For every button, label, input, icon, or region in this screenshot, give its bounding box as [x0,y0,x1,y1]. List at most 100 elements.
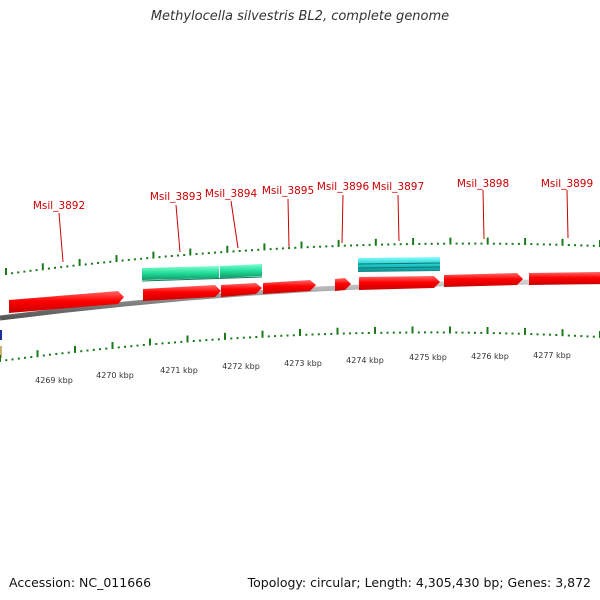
minor-tick [505,332,508,335]
minor-tick [124,345,126,348]
major-tick [74,345,76,353]
minor-tick [242,336,245,339]
gene-arrow [359,276,440,290]
major-tick [374,238,377,246]
major-tick [486,237,489,245]
minor-tick [183,254,186,256]
major-tick [152,251,155,259]
minor-tick [592,244,595,247]
minor-tick [236,337,239,340]
gene-label-msil-3896: Msil_3896 [317,181,370,193]
major-tick [561,329,564,337]
minor-tick [331,245,334,248]
gene-leader-lines [58,189,569,263]
minor-tick [517,332,520,335]
gene-arrow [9,291,124,313]
lower-tick-track [0,326,600,362]
major-tick [299,329,301,336]
scale-label-4272: 4272 kbp [222,362,260,371]
minor-tick [286,334,289,337]
major-tick [263,243,266,251]
minor-tick [517,242,520,245]
minor-tick [480,331,483,334]
minor-tick [536,333,539,336]
minor-tick [349,332,351,335]
minor-tick [109,260,112,263]
minor-tick [55,353,58,355]
minor-tick [424,331,426,334]
minor-tick [267,335,270,338]
minor-tick [205,339,208,342]
minor-tick [244,249,247,252]
minor-tick [220,251,223,254]
scale-label-4273: 4273 kbp [284,359,322,368]
major-tick [374,326,376,334]
minor-tick [455,331,458,334]
gene-arrows [9,272,600,313]
major-tick [78,259,81,266]
minor-tick [381,243,383,246]
minor-tick [324,333,326,336]
major-tick [189,248,192,256]
gene-arrow [529,272,600,285]
gene-label-msil-3899: Msil_3899 [541,178,593,190]
minor-tick [269,248,272,251]
minor-tick [542,333,545,336]
minor-tick [461,242,464,245]
minor-tick [306,246,309,249]
minor-tick [130,345,133,348]
minor-tick [405,243,408,246]
cyan-feature [357,257,441,272]
minor-tick [555,243,558,246]
major-tick [261,330,264,338]
major-tick [300,241,303,249]
minor-tick [230,337,233,340]
major-tick [226,245,229,253]
minor-tick [499,332,501,335]
minor-tick [530,333,533,336]
minor-tick [281,247,284,250]
minor-tick [442,331,445,334]
scale-label-4275: 4275 kbp [409,353,447,362]
major-tick [411,326,414,334]
minor-tick [467,331,470,334]
topology-stats-text: Topology: circular; Length: 4,305,430 bp… [247,575,591,590]
minor-tick [362,244,365,247]
scale-label-4270: 4270 kbp [96,371,134,380]
minor-tick [67,351,70,354]
edge-feature-tan [0,346,2,358]
minor-tick [275,247,278,250]
gene-label-msil-3893: Msil_3893 [150,191,202,203]
minor-tick [311,333,314,336]
minor-tick [211,338,214,341]
major-tick [5,268,7,275]
minor-tick [567,244,570,246]
major-tick [561,238,564,246]
minor-tick [355,332,358,335]
minor-tick [511,332,514,335]
minor-tick [97,262,99,264]
minor-tick [492,242,495,245]
minor-tick [133,258,136,261]
gene-label-msil-3898: Msil_3898 [457,178,509,190]
scale-label-4271: 4271 kbp [160,366,198,375]
minor-tick [251,249,253,252]
minor-tick [586,244,589,247]
gene-label-msil-3894: Msil_3894 [205,188,258,200]
major-tick [524,238,527,245]
minor-tick [574,334,576,337]
major-tick [524,327,526,335]
minor-tick [292,334,295,337]
gene-arrow [444,273,523,287]
minor-tick [47,267,50,270]
minor-tick [217,338,220,341]
minor-tick [11,358,14,361]
minor-tick [180,340,183,343]
major-tick [486,327,489,334]
minor-tick [195,253,198,255]
minor-tick [368,243,371,246]
minor-tick [35,269,38,272]
gene-arrow [335,278,351,291]
minor-tick [121,259,124,262]
major-tick [186,335,189,343]
